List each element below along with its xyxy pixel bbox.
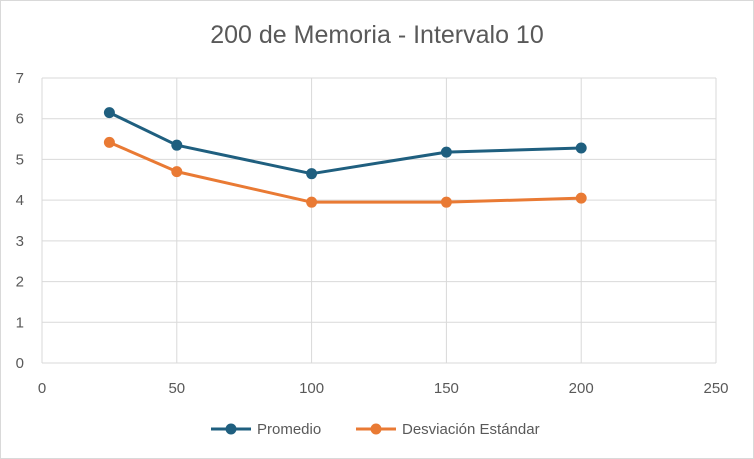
data-point xyxy=(171,139,183,151)
y-tick-label: 5 xyxy=(16,151,24,168)
x-tick-label: 50 xyxy=(168,380,185,397)
data-point xyxy=(171,166,183,178)
legend-label: Desviación Estándar xyxy=(402,421,540,438)
x-tick-label: 0 xyxy=(38,380,46,397)
data-point xyxy=(306,168,318,180)
y-tick-label: 7 xyxy=(16,70,24,87)
x-tick-label: 200 xyxy=(569,380,594,397)
y-tick-label: 0 xyxy=(16,355,24,372)
data-point xyxy=(306,196,318,208)
data-point xyxy=(440,196,452,208)
legend-marker xyxy=(225,423,237,435)
series-lines xyxy=(103,107,587,208)
chart-title: 200 de Memoria - Intervalo 10 xyxy=(210,21,544,49)
legend-item: Promedio xyxy=(211,421,321,438)
data-point xyxy=(575,142,587,154)
data-point xyxy=(575,192,587,204)
y-tick-label: 1 xyxy=(16,314,24,331)
x-tick-label: 150 xyxy=(434,380,459,397)
grid xyxy=(41,77,717,364)
legend-marker xyxy=(370,423,382,435)
data-point xyxy=(103,107,115,119)
y-tick-label: 2 xyxy=(16,274,24,291)
data-point xyxy=(440,146,452,158)
legend-label: Promedio xyxy=(257,421,321,438)
x-tick-label: 250 xyxy=(703,380,728,397)
y-tick-label: 4 xyxy=(16,192,24,209)
y-tick-label: 3 xyxy=(16,233,24,250)
legend-item: Desviación Estándar xyxy=(356,421,540,438)
legend: Promedio Desviación Estándar xyxy=(211,421,540,438)
series-1 xyxy=(103,136,587,208)
data-point xyxy=(103,136,115,148)
y-tick-label: 6 xyxy=(16,111,24,128)
series-0 xyxy=(103,107,587,180)
axis-tick-labels: 0 1 2 3 4 5 6 7 0 50 100 150 200 250 xyxy=(16,70,729,397)
x-tick-label: 100 xyxy=(299,380,324,397)
